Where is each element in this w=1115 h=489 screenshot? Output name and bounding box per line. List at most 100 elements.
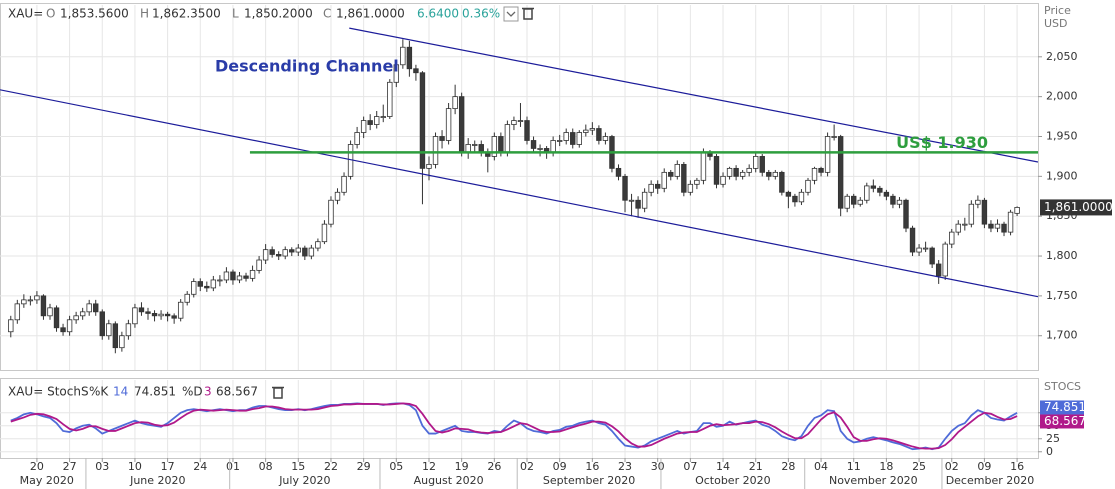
x-tick-label: 09	[553, 460, 567, 473]
candle-body	[230, 271, 236, 281]
x-tick-label: 25	[912, 460, 926, 473]
x-tick-label: 18	[879, 460, 893, 473]
candle-body	[302, 247, 308, 257]
candle-body	[27, 299, 34, 302]
month-label: June 2020	[129, 474, 185, 487]
candle-body	[367, 120, 373, 125]
candle-body	[720, 175, 726, 185]
candle-body	[60, 327, 66, 333]
x-tick-label: 04	[814, 460, 828, 473]
candle-body	[648, 183, 654, 193]
candle-body	[171, 315, 177, 319]
month-label: September 2020	[543, 474, 635, 487]
candle-body	[119, 335, 125, 349]
candle-body	[759, 156, 765, 173]
candle-body	[295, 247, 301, 253]
candle-body	[929, 247, 935, 265]
candle-body	[909, 227, 916, 253]
candle-body	[282, 249, 288, 257]
low-label: L	[232, 7, 239, 21]
candle-body	[602, 136, 609, 141]
candle-body	[112, 323, 119, 349]
value-badge	[1040, 414, 1084, 429]
candle-body	[269, 249, 275, 255]
candle-body	[498, 136, 504, 153]
candle-body	[308, 247, 315, 257]
candle-body	[53, 307, 60, 329]
candle-body	[328, 199, 334, 225]
dropdown-icon[interactable]	[503, 6, 519, 22]
y-tick-label: 2,050	[1046, 50, 1078, 63]
candle-body	[883, 191, 890, 197]
stoch-plot	[0, 380, 1038, 458]
candle-body	[413, 68, 419, 74]
candle-body	[73, 315, 79, 321]
candle-body	[576, 132, 582, 145]
candle-body	[792, 195, 798, 203]
candle-body	[870, 185, 877, 189]
candle-body	[504, 124, 511, 153]
close: 1,861.0000	[336, 7, 405, 21]
x-tick-label: 20	[30, 460, 44, 473]
delete-icon[interactable]	[522, 7, 534, 20]
candle-body	[641, 191, 648, 209]
candle-body	[903, 199, 909, 229]
candle-body	[942, 243, 948, 277]
x-tick-label: 02	[945, 460, 959, 473]
y-tick-label: 2,000	[1046, 90, 1078, 103]
candle-body	[217, 279, 223, 282]
month-label: December 2020	[946, 474, 1035, 487]
month-label: November 2020	[829, 474, 918, 487]
candle-body	[66, 319, 73, 333]
candle-body	[164, 313, 171, 317]
x-tick-label: 16	[1010, 460, 1024, 473]
candle-body	[158, 313, 164, 317]
stoch-panel	[0, 378, 1039, 459]
channel-line	[349, 27, 1038, 163]
candle-body	[458, 96, 465, 153]
axis-label: Price	[1044, 4, 1071, 17]
y-tick-label: 1,900	[1046, 169, 1078, 182]
y-tick-label: 0	[1046, 445, 1053, 458]
symbol: XAU=	[8, 7, 43, 21]
candle-body	[570, 132, 576, 145]
candle-body	[962, 223, 968, 226]
x-tick-label: 22	[324, 460, 338, 473]
candle-body	[262, 249, 269, 261]
candle-body	[1014, 207, 1020, 214]
open-label: O	[46, 7, 55, 21]
delete-icon[interactable]	[272, 386, 284, 399]
y-tick-label: 25	[1046, 432, 1060, 445]
x-tick-label: 05	[389, 460, 403, 473]
d-period: 3	[204, 385, 212, 399]
x-tick-label: 10	[128, 460, 142, 473]
candle-body	[589, 128, 596, 131]
stoch-line	[10, 402, 1018, 451]
candle-body	[805, 179, 811, 193]
month-label: July 2020	[278, 474, 330, 487]
candle-body	[739, 171, 746, 177]
candle-body	[400, 46, 406, 66]
y-tick-label: 1,950	[1046, 129, 1078, 142]
candle-body	[177, 301, 184, 319]
candle-body	[243, 275, 249, 279]
candle-body	[968, 203, 975, 225]
candle-body	[779, 171, 785, 193]
candle-body	[106, 323, 112, 337]
candle-body	[955, 223, 961, 233]
annotation-label: Descending Channel	[215, 57, 399, 76]
x-tick-label: 21	[749, 460, 763, 473]
x-tick-label: 11	[847, 460, 861, 473]
candle-body	[223, 271, 230, 281]
candle-body	[615, 167, 622, 177]
change-pct: 0.36%	[462, 7, 500, 21]
candle-body	[785, 191, 792, 197]
candle-body	[916, 247, 922, 253]
x-tick-label: 02	[520, 460, 534, 473]
candle-body	[537, 148, 543, 150]
candle-body	[837, 136, 844, 209]
axis-label: USD	[1044, 17, 1068, 30]
change: 6.6400	[417, 7, 459, 21]
value-badge-label: 74.851	[1044, 400, 1086, 414]
price-badge-label: 1,861.0000	[1044, 200, 1113, 214]
